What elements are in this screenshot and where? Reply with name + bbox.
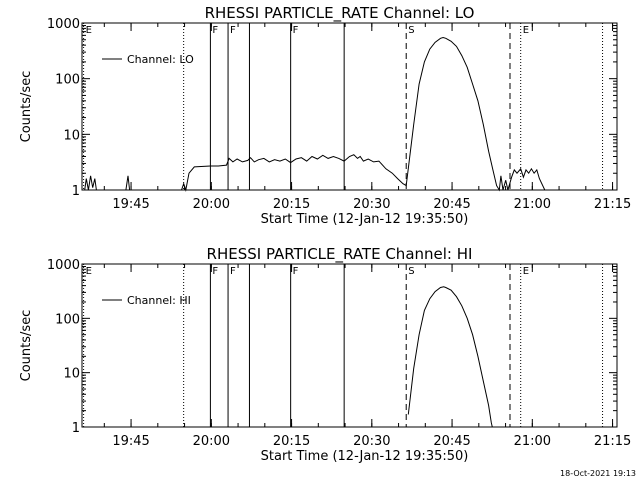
event-marker-label: E: [86, 266, 92, 277]
chart-title: RHESSI PARTICLE_RATE Channel: HI: [207, 245, 473, 264]
series-line: [84, 36, 546, 192]
chart-title: RHESSI PARTICLE_RATE Channel: LO: [205, 4, 475, 23]
y-axis-label: Counts/sec: [19, 71, 34, 143]
event-marker-label: F: [212, 266, 218, 277]
x-tick-label: 19:45: [112, 197, 149, 212]
x-tick-label: 21:15: [594, 197, 631, 212]
x-axis-label: Start Time (12-Jan-12 19:35:50): [261, 449, 469, 464]
legend-label: Channel: HI: [127, 294, 191, 307]
x-tick-label: 20:45: [433, 197, 470, 212]
series-line: [407, 286, 493, 428]
event-marker-label: F: [212, 25, 218, 36]
event-marker-label: F: [230, 266, 236, 277]
x-tick-label: 21:00: [514, 434, 551, 449]
plot-frame: [81, 22, 618, 191]
x-tick-label: 20:00: [193, 197, 230, 212]
panel-hi: RHESSI PARTICLE_RATE Channel: HI Counts/…: [19, 245, 631, 464]
event-marker-label: F: [293, 266, 299, 277]
event-marker-label: F: [230, 25, 236, 36]
y-tick-label: 10: [63, 128, 80, 143]
event-marker-label: E: [86, 25, 92, 36]
event-marker-label: E: [523, 25, 529, 36]
x-tick-label: 20:30: [353, 434, 390, 449]
event-marker-label: S: [408, 266, 414, 277]
y-tick-label: 1: [72, 421, 80, 436]
x-tick-label: 20:15: [273, 434, 310, 449]
x-tick-label: 20:30: [353, 197, 390, 212]
x-tick-label: 20:00: [193, 434, 230, 449]
x-tick-label: 21:15: [594, 434, 631, 449]
y-axis-label: Counts/sec: [19, 310, 34, 382]
x-tick-label: 20:45: [433, 434, 470, 449]
y-tick-label: 100: [55, 312, 80, 327]
event-marker-label: S: [408, 25, 414, 36]
x-tick-label: 21:00: [514, 197, 551, 212]
event-marker-label: F: [293, 25, 299, 36]
panel-lo: RHESSI PARTICLE_RATE Channel: LO Counts/…: [19, 4, 631, 227]
x-tick-label: 19:45: [112, 434, 149, 449]
plot-frame: [81, 263, 618, 428]
x-tick-label: 20:15: [273, 197, 310, 212]
x-axis-label: Start Time (12-Jan-12 19:35:50): [261, 212, 469, 227]
y-tick-label: 100: [55, 73, 80, 88]
footer-timestamp: 18-Oct-2021 19:13: [560, 469, 636, 478]
event-marker-label: E: [523, 266, 529, 277]
legend-label: Channel: LO: [127, 53, 194, 66]
y-tick-label: 10: [63, 367, 80, 382]
y-tick-label: 1: [72, 184, 80, 199]
y-tick-label: 1000: [47, 17, 80, 32]
y-tick-label: 1000: [47, 258, 80, 273]
